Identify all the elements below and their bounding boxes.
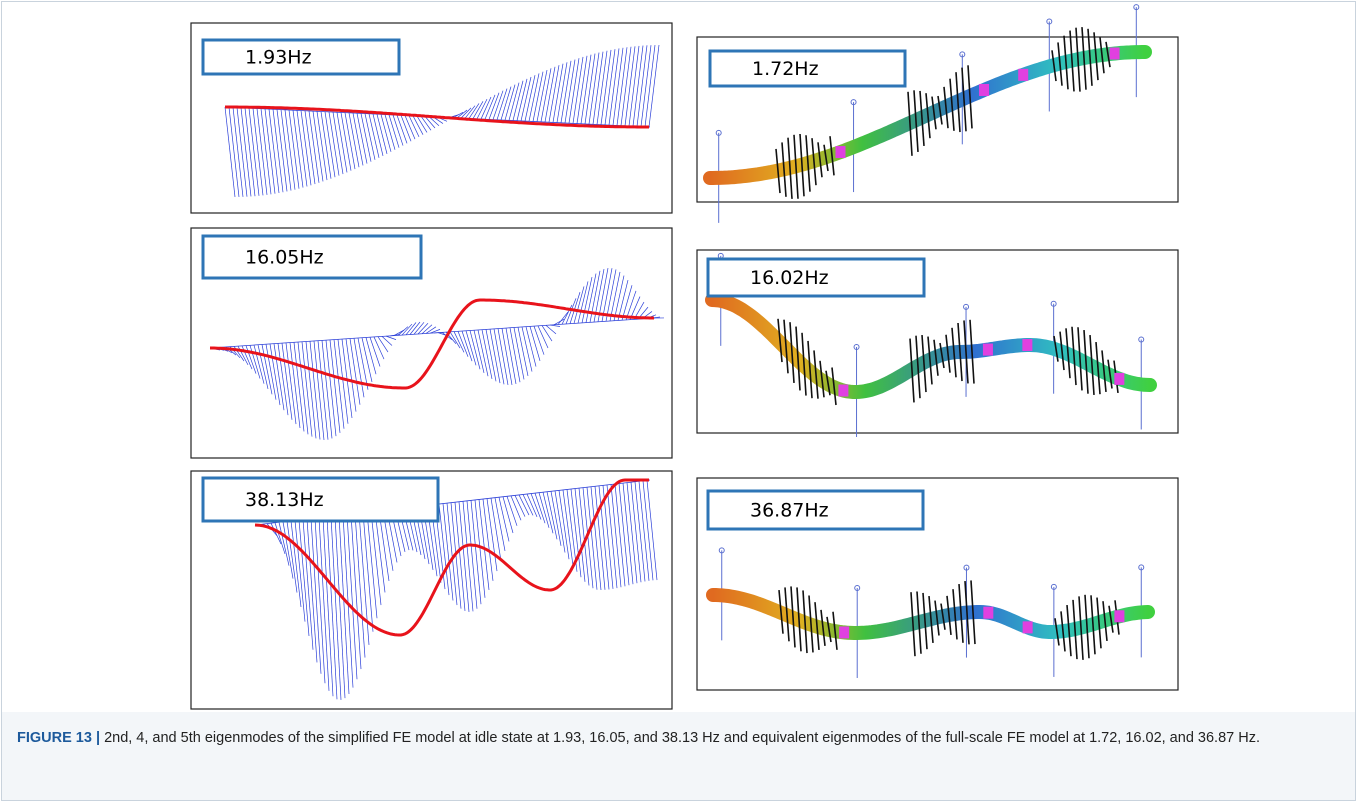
figure: 1.93Hz 1.72Hz 16.05Hz 16.02Hz 38.13Hz 36.87Hz… bbox=[0, 0, 1357, 802]
coupling bbox=[1018, 69, 1028, 81]
coupling bbox=[836, 146, 846, 158]
coupling bbox=[983, 344, 993, 356]
caption-band bbox=[2, 712, 1355, 800]
coupling bbox=[1114, 610, 1124, 622]
coupling bbox=[1023, 621, 1033, 633]
frequency-label: 36.87Hz bbox=[750, 500, 829, 522]
coupling bbox=[839, 626, 849, 638]
frequency-label: 1.93Hz bbox=[245, 47, 312, 69]
frequency-label: 38.13Hz bbox=[245, 489, 324, 511]
frequency-label: 16.05Hz bbox=[245, 247, 324, 269]
caption-text: 2nd, 4, and 5th eigenmodes of the simpli… bbox=[104, 730, 1260, 746]
frequency-label: 16.02Hz bbox=[750, 267, 829, 289]
coupling bbox=[1110, 48, 1120, 60]
caption: FIGURE 13 | 2nd, 4, and 5th eigenmodes o… bbox=[17, 727, 1337, 749]
coupling bbox=[983, 607, 993, 619]
panels: 1.93Hz 1.72Hz 16.05Hz 16.02Hz 38.13Hz 36.87Hz bbox=[191, 5, 1178, 709]
coupling bbox=[1022, 339, 1032, 351]
figure-canvas: 1.93Hz 1.72Hz 16.05Hz 16.02Hz 38.13Hz 36.87Hz bbox=[0, 0, 1357, 802]
coupling bbox=[1114, 373, 1124, 385]
figure-label: FIGURE 13 | bbox=[17, 730, 100, 746]
coupling bbox=[979, 84, 989, 96]
coupling bbox=[838, 385, 848, 397]
frequency-label: 1.72Hz bbox=[752, 58, 819, 80]
